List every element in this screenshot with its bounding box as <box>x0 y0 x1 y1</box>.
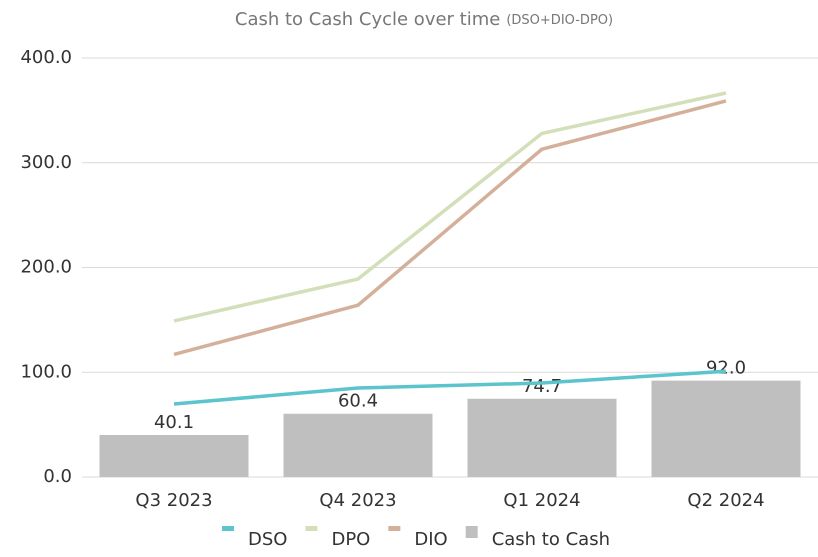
y-tick-label: 200.0 <box>20 257 72 278</box>
bar <box>99 434 249 477</box>
y-tick-label: 0.0 <box>43 466 72 487</box>
data-label: 92.0 <box>706 358 746 379</box>
line-series <box>173 369 727 406</box>
chart-subtitle: (DSO+DIO-DPO) <box>506 13 613 28</box>
legend-label: DSO <box>248 529 287 550</box>
legend-swatch <box>465 526 478 538</box>
legend-swatch <box>388 526 401 531</box>
bar <box>283 413 433 477</box>
x-tick-label: Q2 2024 <box>687 490 764 511</box>
y-tick-label: 100.0 <box>20 361 72 382</box>
legend-label: Cash to Cash <box>492 529 610 550</box>
line-series <box>173 99 727 357</box>
legend-swatch <box>222 526 234 531</box>
data-label: 40.1 <box>154 412 194 433</box>
legend-swatch <box>305 526 318 531</box>
bar <box>467 398 617 477</box>
data-label: 60.4 <box>338 391 378 412</box>
x-tick-label: Q3 2023 <box>135 490 212 511</box>
chart-title-group: Cash to Cash Cycle over time (DSO+DIO-DPO… <box>235 9 613 30</box>
bar <box>651 380 801 477</box>
y-tick-label: 300.0 <box>20 152 72 173</box>
x-tick-label: Q4 2023 <box>319 490 396 511</box>
data-label: 74.7 <box>522 376 562 397</box>
y-tick-label: 400.0 <box>20 47 72 68</box>
line-series <box>173 91 727 323</box>
chart-title: Cash to Cash Cycle over time <box>235 9 500 30</box>
legend-label: DIO <box>414 529 447 550</box>
x-tick-label: Q1 2024 <box>503 490 580 511</box>
legend-label: DPO <box>331 529 370 550</box>
